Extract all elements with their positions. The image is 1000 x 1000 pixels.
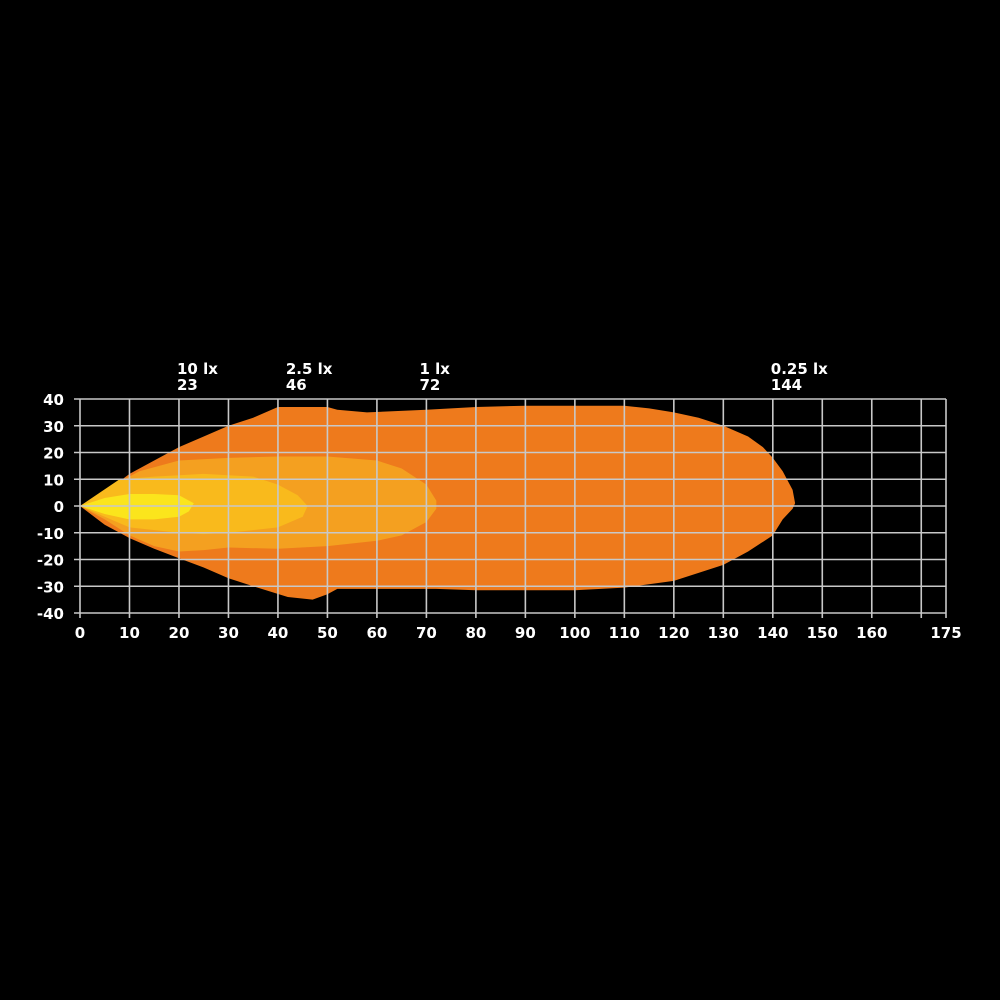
y-tick-label: -40 xyxy=(37,605,64,623)
x-tick-label: 140 xyxy=(757,624,788,642)
x-tick-label: 110 xyxy=(609,624,640,642)
area-0-25-lx xyxy=(80,405,796,600)
x-tick-label: 40 xyxy=(268,624,289,642)
annotation-level: 10 lx xyxy=(177,360,218,378)
x-tick-label: 90 xyxy=(515,624,536,642)
y-tick-label: -30 xyxy=(37,578,64,596)
annotation-distance: 72 xyxy=(419,376,440,394)
annotation-distance: 23 xyxy=(177,376,198,394)
illuminance-areas xyxy=(80,405,796,600)
x-tick-label: 130 xyxy=(708,624,739,642)
y-axis-ticks: 40 30 20 10 0 -10 -20 -30 -40 xyxy=(37,391,64,623)
annotation-level: 2.5 lx xyxy=(286,360,333,378)
y-tick-label: 10 xyxy=(43,471,64,489)
grid xyxy=(74,398,947,618)
x-tick-label: 10 xyxy=(119,624,140,642)
y-tick-label: 0 xyxy=(54,498,64,516)
x-tick-label: 100 xyxy=(559,624,590,642)
annotation-level: 0.25 lx xyxy=(771,360,828,378)
y-tick-label: 40 xyxy=(43,391,64,409)
x-tick-label: 80 xyxy=(465,624,486,642)
x-tick-label: 60 xyxy=(366,624,387,642)
x-tick-label: 175 xyxy=(930,624,961,642)
x-tick-label: 30 xyxy=(218,624,239,642)
y-tick-label: -20 xyxy=(37,552,64,570)
x-tick-label: 70 xyxy=(416,624,437,642)
x-axis-ticks: 0 10 20 30 40 50 60 70 80 90 100 110 120 130 140 150 160… xyxy=(75,624,962,642)
x-tick-label: 160 xyxy=(856,624,887,642)
x-tick-label: 20 xyxy=(169,624,190,642)
annotation-distance: 46 xyxy=(286,376,307,394)
annotation-level: 1 lx xyxy=(419,360,450,378)
y-tick-label: 30 xyxy=(43,418,64,436)
annotation-distance: 144 xyxy=(771,376,802,394)
y-tick-label: 20 xyxy=(43,445,64,463)
x-tick-label: 120 xyxy=(658,624,689,642)
y-tick-label: -10 xyxy=(37,525,64,543)
x-tick-label: 50 xyxy=(317,624,338,642)
x-tick-label: 150 xyxy=(807,624,838,642)
x-tick-label: 0 xyxy=(75,624,85,642)
